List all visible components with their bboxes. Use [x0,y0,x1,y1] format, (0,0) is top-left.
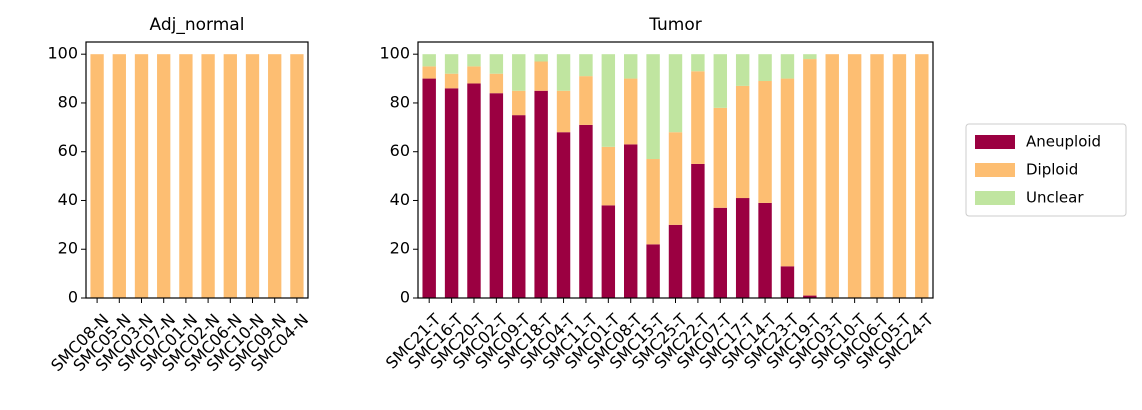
bar-diploid-smc07-n [157,54,171,298]
bar-unclear-smc19-t [803,54,817,60]
y-tick-label: 80 [58,92,78,111]
bar-diploid-smc21-t [422,66,436,79]
bar-aneuploid-smc09-t [512,115,526,298]
axes-frame [417,41,934,299]
bar-diploid-smc11-t [579,76,593,125]
bar-unclear-smc20-t [467,54,481,67]
chart-panel-adj-normal: Adj_normal SMC08-NSMC05-NSMC03-NSMC07-NS… [47,15,312,375]
bar-diploid-smc24-t [915,54,929,298]
legend-swatch-unclear [975,191,1015,205]
y-tick-label: 20 [58,239,78,258]
bar-diploid-smc07-t [713,107,727,208]
bar-diploid-smc03-n [134,54,149,298]
y-tick-label: 100 [47,44,78,63]
bar-diploid-smc09-t [512,90,526,116]
bar-aneuploid-smc21-t [422,78,436,298]
bar-diploid-smc17-t [735,85,750,199]
bar-diploid-smc01-n [179,54,193,298]
bar-diploid-smc04-n [290,54,304,298]
bar-aneuploid-smc19-t [803,295,817,298]
bar-diploid-smc08-t [624,78,638,145]
bar-unclear-smc23-t [780,54,795,79]
legend: Aneuploid Diploid Unclear [965,123,1127,217]
bar-aneuploid-smc14-t [758,202,772,298]
bar-aneuploid-smc22-t [691,163,705,298]
bar-diploid-smc10-t [847,54,862,298]
bar-unclear-smc11-t [579,54,593,77]
bar-aneuploid-smc11-t [579,124,593,299]
bar-diploid-smc06-n [223,54,237,298]
y-tick-label: 0 [68,288,78,307]
bar-unclear-smc15-t [646,54,660,160]
bar-diploid-smc03-t [825,54,839,298]
y-tick-label: 60 [58,141,78,160]
bar-unclear-smc08-t [624,54,638,79]
bar-diploid-smc18-t [534,61,548,91]
chart-title: Tumor [648,15,702,35]
bar-unclear-smc21-t [422,54,436,67]
bar-diploid-smc16-t [444,73,459,89]
bar-aneuploid-smc20-t [467,83,481,298]
y-tick-label: 40 [58,190,78,209]
bar-diploid-smc06-t [870,54,884,298]
bar-diploid-smc23-t [780,78,795,267]
bar-unclear-smc07-t [713,54,727,108]
bar-unclear-smc22-t [691,54,705,72]
bar-aneuploid-smc25-t [668,224,683,298]
y-tick-label: 40 [390,190,410,209]
bar-unclear-smc17-t [735,54,750,86]
bar-diploid-smc20-t [467,66,481,84]
bar-diploid-smc09-n [268,54,282,298]
bar-diploid-smc10-n [245,54,260,298]
bar-aneuploid-smc17-t [735,198,750,298]
bar-unclear-smc16-t [444,54,459,74]
bar-aneuploid-smc07-t [713,207,727,298]
bar-aneuploid-smc23-t [780,266,795,298]
bar-diploid-smc22-t [691,71,705,164]
legend-label-diploid: Diploid [1026,161,1078,179]
bar-unclear-smc18-t [534,54,548,62]
bar-unclear-smc09-t [512,54,526,91]
legend-label-aneuploid: Aneuploid [1026,133,1101,151]
bar-diploid-smc01-t [601,146,616,206]
bar-unclear-smc02-t [489,54,504,74]
bar-aneuploid-smc18-t [534,90,548,298]
bar-diploid-smc05-n [112,54,126,298]
y-tick-label: 20 [390,239,410,258]
bar-diploid-smc25-t [668,132,683,225]
y-tick-label: 60 [390,141,410,160]
y-tick-label: 100 [379,44,410,63]
chart-title: Adj_normal [150,15,245,35]
bar-aneuploid-smc01-t [601,205,616,298]
bar-diploid-smc02-t [489,73,504,94]
bar-aneuploid-smc08-t [624,144,638,298]
bar-unclear-smc25-t [668,54,683,133]
bar-diploid-smc08-n [90,54,104,298]
bar-unclear-smc01-t [601,54,616,147]
bar-aneuploid-smc04-t [556,132,571,298]
bar-diploid-smc15-t [646,159,660,245]
bar-aneuploid-smc16-t [444,88,459,298]
bar-unclear-smc04-t [556,54,571,91]
bar-diploid-smc05-t [892,54,907,298]
bar-aneuploid-smc15-t [646,244,660,298]
legend-label-unclear: Unclear [1026,189,1084,207]
chart-panel-tumor: Tumor SMC21-TSMC16-TSMC20-TSMC02-TSMC09-… [379,15,937,373]
axes-frame [85,41,309,299]
y-tick-label: 80 [390,92,410,111]
bar-diploid-smc14-t [758,81,772,203]
legend-swatch-aneuploid [975,135,1015,149]
bar-aneuploid-smc02-t [489,93,504,298]
bar-unclear-smc14-t [758,54,772,82]
legend-swatch-diploid [975,163,1015,177]
bar-diploid-smc19-t [803,59,817,296]
y-tick-label: 0 [400,288,410,307]
bar-diploid-smc04-t [556,90,571,133]
bar-diploid-smc02-n [201,54,215,298]
